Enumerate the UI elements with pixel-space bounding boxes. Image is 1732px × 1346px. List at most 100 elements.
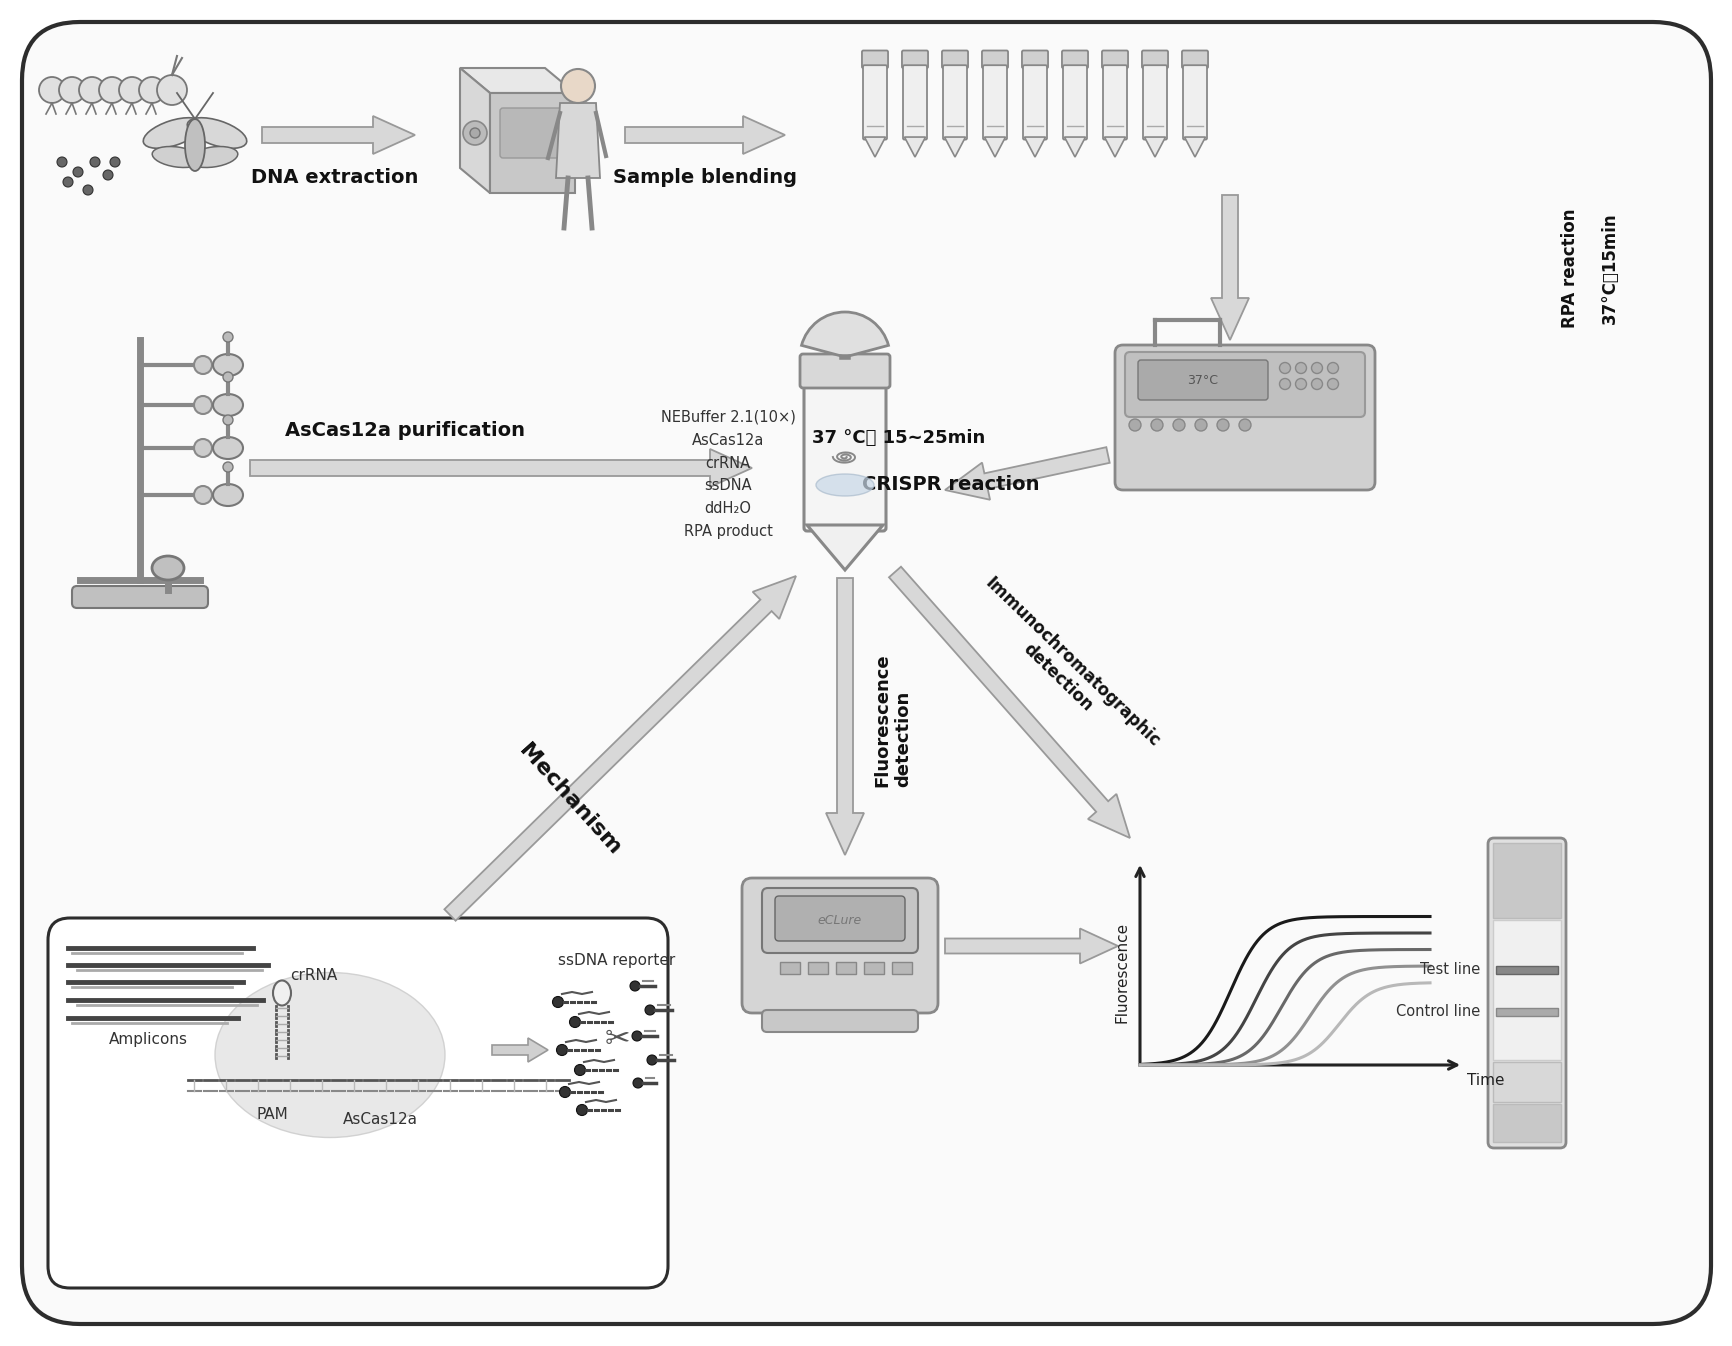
Text: RPA reaction: RPA reaction	[1561, 209, 1578, 327]
FancyBboxPatch shape	[1141, 51, 1167, 69]
Text: Test line: Test line	[1419, 962, 1479, 977]
Polygon shape	[904, 137, 925, 157]
Polygon shape	[459, 69, 490, 192]
FancyBboxPatch shape	[982, 51, 1008, 69]
FancyBboxPatch shape	[741, 878, 937, 1014]
Ellipse shape	[816, 474, 873, 495]
FancyBboxPatch shape	[762, 888, 918, 953]
Circle shape	[194, 355, 211, 374]
FancyBboxPatch shape	[942, 51, 968, 69]
Polygon shape	[625, 116, 785, 153]
FancyBboxPatch shape	[861, 51, 887, 69]
FancyBboxPatch shape	[901, 51, 928, 69]
Circle shape	[632, 1031, 641, 1040]
Polygon shape	[1103, 137, 1124, 157]
Circle shape	[630, 981, 639, 991]
Text: CRISPR reaction: CRISPR reaction	[863, 475, 1039, 494]
Circle shape	[223, 415, 232, 425]
Circle shape	[139, 77, 165, 104]
Circle shape	[559, 1086, 570, 1097]
Ellipse shape	[274, 980, 291, 1005]
Polygon shape	[490, 93, 575, 192]
Text: Immunochromatographic
detection: Immunochromatographic detection	[966, 575, 1162, 766]
Circle shape	[80, 77, 106, 104]
Circle shape	[158, 75, 187, 105]
Polygon shape	[1024, 137, 1044, 157]
Wedge shape	[802, 312, 889, 357]
Circle shape	[646, 1055, 656, 1065]
Text: Control line: Control line	[1394, 1004, 1479, 1019]
Bar	[892, 962, 911, 975]
Polygon shape	[443, 576, 795, 921]
FancyBboxPatch shape	[1143, 65, 1166, 140]
FancyBboxPatch shape	[1183, 65, 1205, 140]
Circle shape	[1327, 362, 1337, 373]
Text: Amplicons: Amplicons	[109, 1032, 187, 1047]
Text: 37°C: 37°C	[1186, 373, 1218, 386]
FancyBboxPatch shape	[982, 65, 1006, 140]
Circle shape	[1173, 419, 1185, 431]
FancyBboxPatch shape	[800, 354, 890, 388]
Polygon shape	[492, 1038, 547, 1062]
FancyBboxPatch shape	[1181, 51, 1207, 69]
Text: eCLure: eCLure	[818, 914, 861, 926]
Circle shape	[1311, 378, 1322, 389]
FancyBboxPatch shape	[1102, 51, 1128, 69]
FancyBboxPatch shape	[1022, 51, 1048, 69]
Polygon shape	[459, 69, 575, 93]
Circle shape	[556, 1044, 566, 1055]
Circle shape	[83, 184, 94, 195]
Circle shape	[1150, 419, 1162, 431]
FancyBboxPatch shape	[1488, 839, 1566, 1148]
Bar	[1495, 1008, 1557, 1016]
Circle shape	[469, 128, 480, 139]
FancyBboxPatch shape	[863, 65, 887, 140]
Circle shape	[1296, 362, 1306, 373]
Circle shape	[62, 178, 73, 187]
Ellipse shape	[187, 117, 246, 148]
Circle shape	[223, 371, 232, 382]
Bar	[1495, 966, 1557, 975]
Circle shape	[575, 1065, 585, 1075]
Circle shape	[40, 77, 66, 104]
Text: AsCas12a purification: AsCas12a purification	[284, 421, 525, 440]
Bar	[1493, 1104, 1561, 1141]
Circle shape	[109, 157, 120, 167]
Ellipse shape	[213, 485, 242, 506]
FancyBboxPatch shape	[23, 22, 1709, 1324]
Bar	[835, 962, 856, 975]
FancyBboxPatch shape	[1124, 353, 1365, 417]
Circle shape	[1238, 419, 1251, 431]
Circle shape	[561, 69, 594, 104]
FancyBboxPatch shape	[804, 380, 885, 532]
Text: Fluorescence: Fluorescence	[1114, 922, 1129, 1023]
Polygon shape	[864, 137, 885, 157]
Text: crRNA: crRNA	[289, 968, 338, 983]
Polygon shape	[556, 104, 599, 178]
Circle shape	[1296, 378, 1306, 389]
Text: Time: Time	[1467, 1073, 1503, 1088]
Circle shape	[90, 157, 100, 167]
Text: Sample blending: Sample blending	[613, 168, 797, 187]
Ellipse shape	[152, 147, 201, 167]
Text: AsCas12a: AsCas12a	[343, 1112, 417, 1127]
Polygon shape	[889, 567, 1129, 839]
Polygon shape	[1211, 195, 1249, 341]
Circle shape	[577, 1105, 587, 1116]
FancyBboxPatch shape	[1022, 65, 1046, 140]
Polygon shape	[1183, 137, 1205, 157]
Circle shape	[462, 121, 487, 145]
FancyBboxPatch shape	[1062, 51, 1088, 69]
Polygon shape	[944, 929, 1117, 964]
Circle shape	[102, 170, 113, 180]
Circle shape	[59, 77, 85, 104]
Ellipse shape	[189, 147, 237, 167]
Text: Mechanism: Mechanism	[514, 740, 624, 859]
Circle shape	[223, 332, 232, 342]
Circle shape	[194, 396, 211, 415]
Polygon shape	[262, 116, 414, 153]
FancyBboxPatch shape	[774, 896, 904, 941]
FancyBboxPatch shape	[1114, 345, 1373, 490]
Circle shape	[194, 486, 211, 503]
Polygon shape	[249, 450, 752, 487]
